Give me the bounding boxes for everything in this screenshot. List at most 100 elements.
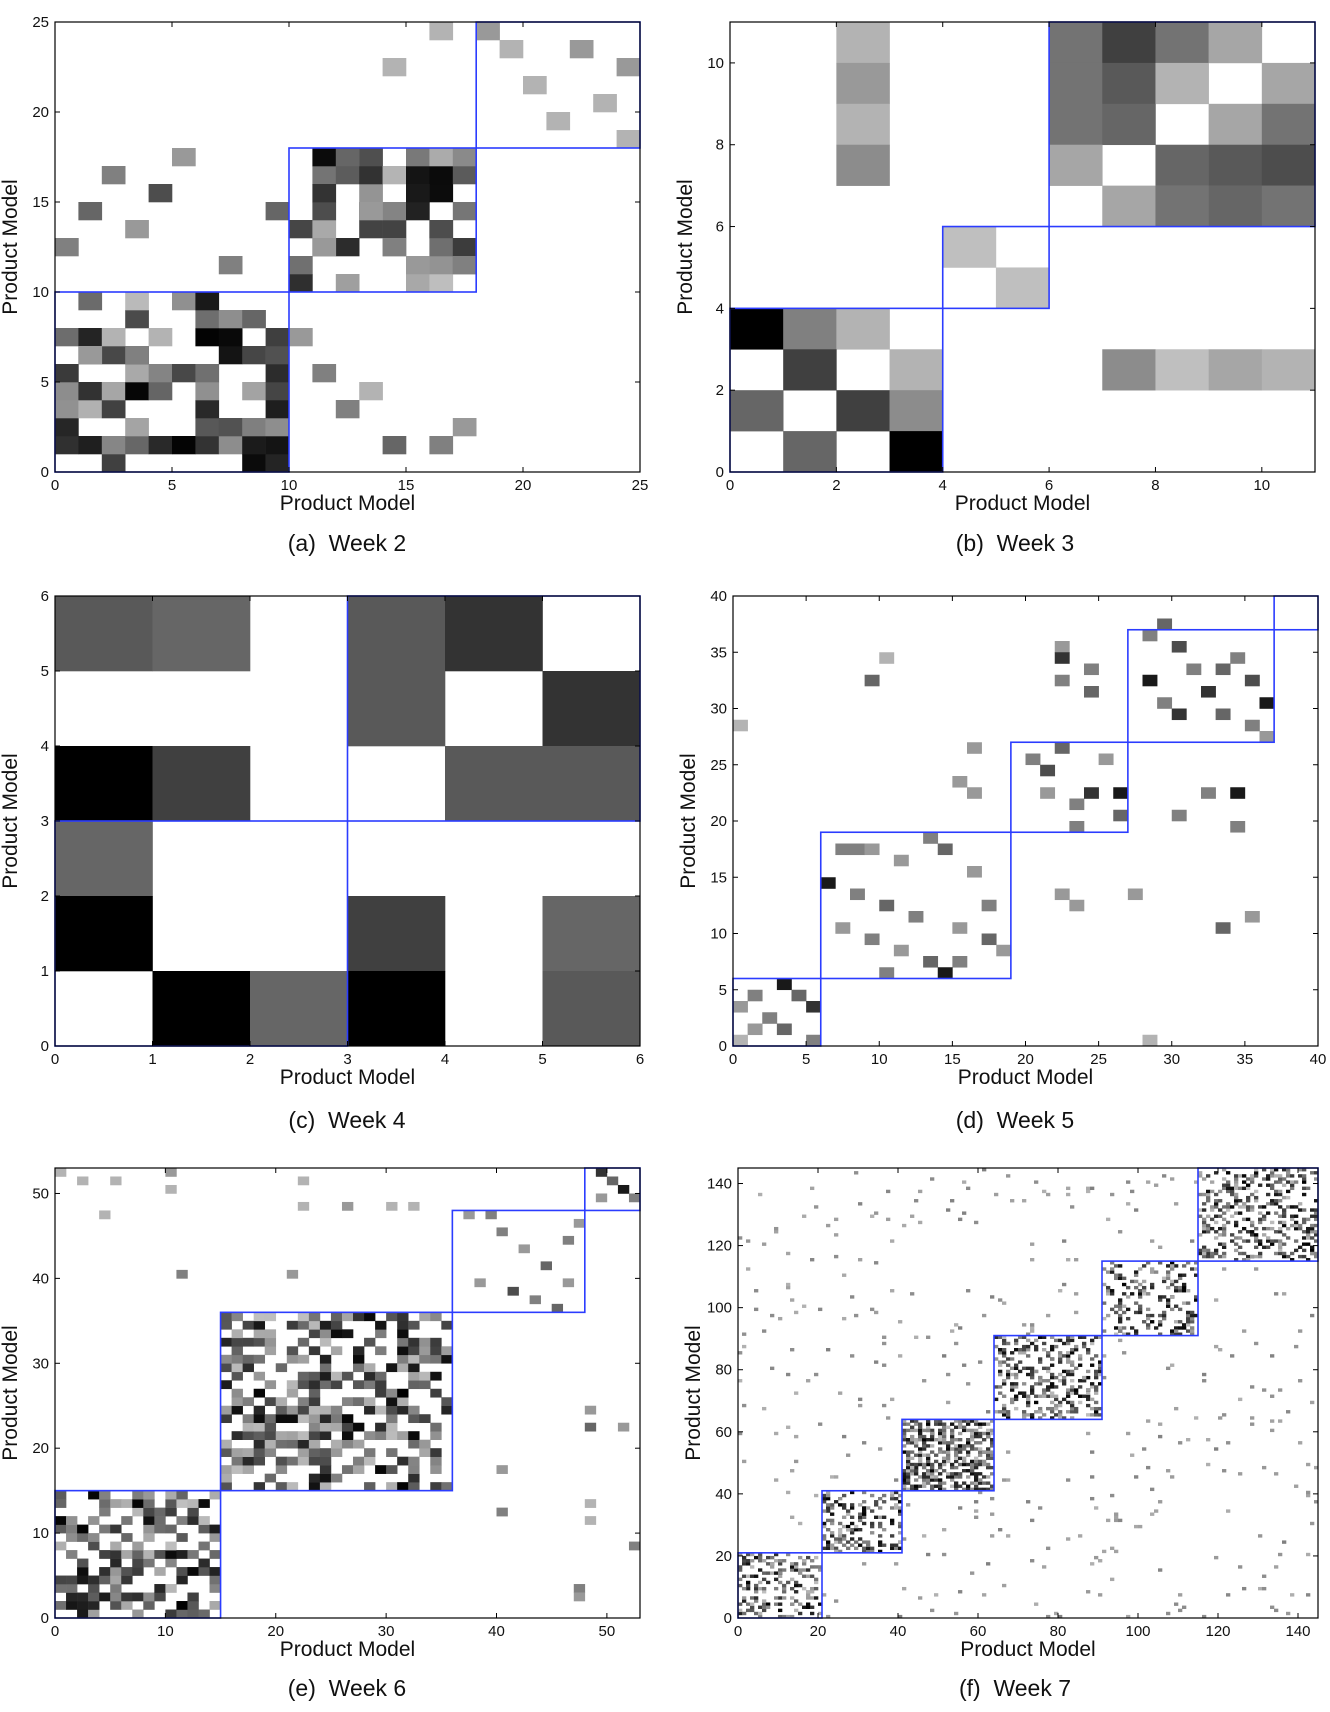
heatmap-cell	[1098, 1372, 1103, 1377]
heatmap-cell	[1042, 1413, 1047, 1417]
heatmap-cell	[1274, 1168, 1279, 1172]
heatmap-cell	[946, 1456, 951, 1461]
heatmap-cell	[1002, 1354, 1007, 1358]
heatmap-cell	[430, 1346, 442, 1356]
heatmap-cell	[195, 364, 220, 383]
heatmap-cell	[794, 1565, 799, 1569]
heatmap-cell	[890, 1546, 895, 1551]
heatmap-cell	[250, 971, 348, 1047]
heatmap-cell	[1042, 1189, 1047, 1194]
heatmap-cell	[1010, 1366, 1015, 1371]
heatmap-cell	[1286, 1180, 1291, 1184]
heatmap-cell	[176, 1516, 188, 1525]
heatmap-cell	[1062, 1239, 1067, 1243]
heatmap-cell	[1138, 1267, 1143, 1271]
heatmap-cell	[886, 1416, 891, 1420]
heatmap-cell	[1234, 1174, 1239, 1178]
heatmap-cell	[1010, 1199, 1015, 1203]
heatmap-cell	[1310, 1313, 1315, 1318]
heatmap-cell	[286, 1482, 299, 1491]
heatmap-cell	[1262, 1177, 1267, 1181]
heatmap-cell	[930, 1177, 935, 1181]
heatmap-cell	[1084, 787, 1099, 799]
heatmap-cell	[879, 899, 895, 912]
heatmap-cell	[782, 1614, 787, 1619]
heatmap-cell	[974, 1419, 979, 1423]
heatmap-cell	[55, 382, 79, 401]
heatmap-cell	[1294, 1344, 1299, 1349]
heatmap-cell	[1054, 1397, 1059, 1402]
heatmap-cell	[1234, 1180, 1239, 1184]
heatmap-cell	[790, 1298, 795, 1302]
heatmap-cell	[986, 1410, 991, 1414]
heatmap-cell	[1074, 1292, 1079, 1296]
heatmap-cell	[1278, 1180, 1283, 1184]
heatmap-cell	[1190, 1332, 1195, 1336]
heatmap-cell	[218, 418, 243, 437]
heatmap-cell	[923, 956, 939, 968]
heatmap-cell	[408, 1405, 420, 1415]
heatmap-cell	[1314, 1223, 1319, 1228]
heatmap-cell	[1070, 1403, 1075, 1408]
heatmap-cell	[1054, 1403, 1059, 1408]
heatmap-cell	[786, 1425, 791, 1429]
heatmap-cell	[1310, 1214, 1315, 1218]
heatmap-cell	[154, 1507, 166, 1517]
block-outline	[901, 1418, 995, 1492]
heatmap-cell	[319, 1320, 332, 1330]
heatmap-cell	[806, 1596, 811, 1600]
heatmap-cell	[1014, 1366, 1019, 1371]
heatmap-cell	[1010, 1382, 1015, 1386]
heatmap-cell	[347, 971, 446, 1047]
y-tick-label: 40	[715, 1486, 732, 1503]
heatmap-cell	[1302, 1254, 1307, 1259]
heatmap-cell	[1226, 1593, 1231, 1597]
heatmap-cell	[125, 220, 149, 239]
heatmap-cell	[1106, 1285, 1111, 1290]
heatmap-cell	[1114, 1332, 1119, 1336]
heatmap-cell	[419, 1337, 431, 1347]
heatmap-cell	[1102, 349, 1156, 391]
heatmap-cell	[1206, 1174, 1211, 1178]
heatmap-cell	[862, 1441, 867, 1445]
heatmap-cell	[1194, 1267, 1199, 1271]
x-tick-label: 5	[538, 1051, 546, 1068]
heatmap-cell	[894, 1490, 899, 1495]
heatmap-cell	[882, 1363, 887, 1367]
heatmap-cell	[774, 1586, 779, 1591]
heatmap-cell	[1230, 1186, 1235, 1191]
heatmap-cell	[1306, 1552, 1311, 1557]
heatmap-cell	[1310, 1521, 1315, 1526]
heatmap-cell	[499, 40, 524, 59]
heatmap-cell	[1070, 1379, 1075, 1383]
heatmap-cell	[1250, 1174, 1255, 1178]
heatmap-cell	[1006, 1375, 1011, 1380]
heatmap-cell	[1118, 1298, 1123, 1302]
heatmap-cell	[1026, 1394, 1031, 1398]
heatmap-cell	[1070, 1348, 1075, 1352]
heatmap-cell	[1250, 1416, 1255, 1420]
heatmap-cell	[790, 1577, 795, 1582]
heatmap-cell	[195, 382, 220, 401]
heatmap-cell	[1146, 1307, 1151, 1312]
heatmap-cell	[286, 1431, 299, 1440]
heatmap-cell	[790, 1348, 795, 1352]
heatmap-cell	[195, 328, 220, 347]
heatmap-cell	[1282, 1292, 1287, 1296]
heatmap-cell	[231, 1329, 243, 1339]
heatmap-cell	[1258, 1242, 1263, 1246]
heatmap-cell	[990, 1512, 995, 1516]
heatmap-cell	[1206, 1254, 1211, 1259]
heatmap-cell	[441, 1320, 453, 1330]
heatmap-cell	[542, 746, 641, 822]
heatmap-cell	[958, 1484, 963, 1488]
heatmap-cell	[974, 1447, 979, 1451]
heatmap-cell	[906, 1487, 911, 1492]
heatmap-cell	[938, 1434, 943, 1439]
heatmap-cell	[1058, 1410, 1063, 1414]
heatmap-cell	[551, 1303, 564, 1313]
panel-week6: 0 10 20 30 40 50 0 10 20 30 40 50 Product Model Produ…	[0, 1150, 641, 1661]
heatmap-cell	[1134, 1285, 1139, 1290]
heatmap-cell	[1122, 1292, 1127, 1296]
heatmap-cell	[954, 1459, 959, 1464]
